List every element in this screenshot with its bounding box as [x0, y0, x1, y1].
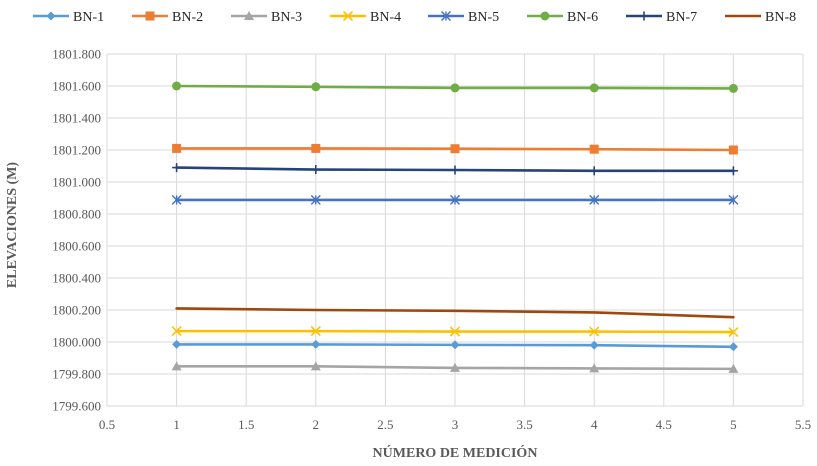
x-tick-label: 1.5 [238, 417, 254, 432]
legend-label-bn-7: BN-7 [666, 10, 697, 25]
legend-label-bn-8: BN-8 [765, 10, 796, 25]
legend-item-bn-7: BN-7 [626, 10, 697, 25]
y-tick-label: 1801.200 [52, 143, 101, 158]
data-point-bn-3 [450, 362, 460, 372]
x-tick-label: 4.5 [656, 417, 672, 432]
legend-label-bn-5: BN-5 [468, 10, 499, 25]
legend-marker-bn-5 [441, 11, 451, 21]
x-axis-ticks: 0.5 1 1.5 2 2.5 3 3.5 4 4.5 5 5.5 [99, 417, 811, 432]
y-tick-label: 1800.200 [52, 303, 101, 318]
legend-item-bn-2: BN-2 [132, 10, 203, 25]
series-bn-2 [172, 143, 738, 155]
data-point-bn-4 [589, 326, 600, 337]
data-point-bn-4 [449, 326, 461, 337]
data-point-bn-6 [450, 83, 460, 93]
legend-marker-bn-1 [46, 11, 56, 21]
legend-label-bn-1: BN-1 [73, 10, 104, 25]
legend-item-bn-6: BN-6 [527, 10, 598, 25]
data-point-bn-4 [728, 327, 739, 338]
legend-marker-bn-6 [540, 11, 550, 21]
data-point-bn-5 [310, 194, 321, 205]
legend-marker-bn-7 [639, 11, 649, 21]
y-tick-label: 1801.600 [52, 79, 101, 94]
legend-item-bn-8: BN-8 [725, 10, 796, 25]
data-point-bn-7 [589, 166, 599, 176]
data-point-bn-1 [311, 339, 321, 349]
x-tick-label: 5 [730, 417, 737, 432]
data-point-bn-1 [450, 340, 460, 350]
legend-item-bn-4: BN-4 [330, 10, 401, 25]
y-tick-label: 1800.000 [52, 335, 101, 350]
data-point-bn-1 [728, 342, 738, 352]
x-tick-label: 3.5 [516, 417, 532, 432]
series-bn-1 [172, 339, 738, 352]
y-axis-title: ELEVACIONES (M) [5, 162, 20, 288]
data-point-bn-5 [450, 194, 460, 205]
series-bn-6 [172, 81, 738, 93]
legend-label-bn-6: BN-6 [567, 10, 598, 25]
legend-marker-bn-3 [244, 11, 254, 20]
y-tick-label: 1800.600 [52, 239, 101, 254]
x-tick-label: 3 [452, 417, 459, 432]
legend-marker-bn-4 [342, 10, 354, 22]
data-point-bn-7 [450, 165, 460, 175]
x-tick-label: 5.5 [795, 417, 811, 432]
data-point-bn-1 [172, 339, 182, 349]
y-tick-label: 1799.600 [52, 399, 101, 414]
series-bn-5 [171, 194, 739, 205]
series-bn-4 [171, 326, 739, 338]
legend-item-bn-5: BN-5 [428, 10, 499, 25]
x-tick-label: 2.5 [377, 417, 393, 432]
data-point-bn-5 [171, 194, 182, 205]
data-point-bn-5 [589, 194, 600, 205]
x-tick-label: 2 [313, 417, 320, 432]
data-point-bn-7 [311, 165, 321, 175]
data-point-bn-3 [728, 363, 739, 373]
data-point-bn-2 [589, 144, 599, 154]
data-point-bn-2 [172, 143, 182, 153]
data-point-bn-2 [311, 143, 321, 153]
x-axis-title: NÚMERO DE MEDICIÓN [373, 444, 538, 461]
legend-label-bn-4: BN-4 [370, 10, 401, 25]
y-tick-label: 1801.800 [52, 47, 101, 62]
legend-label-bn-3: BN-3 [271, 10, 302, 25]
x-tick-label: 1 [173, 417, 180, 432]
data-point-bn-3 [310, 361, 321, 371]
x-tick-label: 0.5 [99, 417, 115, 432]
data-point-bn-4 [171, 326, 182, 337]
y-tick-label: 1801.400 [52, 111, 101, 126]
series-line-bn-8 [175, 307, 735, 319]
legend-marker-bn-2 [145, 11, 155, 21]
data-point-bn-7 [728, 166, 738, 176]
legend-label-bn-2: BN-2 [172, 10, 203, 25]
gridlines [106, 53, 804, 407]
series-bn-7 [172, 163, 738, 176]
series-group [171, 81, 739, 373]
data-point-bn-6 [172, 81, 182, 91]
data-point-bn-3 [589, 363, 600, 373]
y-tick-label: 1801.000 [52, 175, 101, 190]
data-point-bn-6 [728, 83, 738, 93]
data-point-bn-2 [450, 144, 460, 154]
legend-item-bn-1: BN-1 [33, 10, 104, 25]
data-point-bn-6 [589, 83, 599, 93]
data-point-bn-3 [171, 361, 182, 371]
series-bn-8 [175, 307, 735, 319]
x-tick-label: 4 [591, 417, 598, 432]
data-point-bn-6 [311, 82, 321, 92]
y-tick-label: 1800.400 [52, 271, 101, 286]
legend-item-bn-3: BN-3 [231, 10, 302, 25]
data-point-bn-2 [728, 145, 738, 155]
y-axis-ticks: 1799.600 1799.800 1800.000 1800.200 1800.400… [52, 47, 101, 414]
data-point-bn-4 [310, 326, 321, 337]
data-point-bn-7 [172, 163, 182, 173]
y-tick-label: 1799.800 [52, 367, 101, 382]
legend: BN-1 BN-2 BN-3 BN-4 BN-5 BN-6 BN-7 BN-8 [33, 10, 796, 25]
data-point-bn-1 [589, 340, 599, 350]
data-point-bn-5 [728, 194, 739, 205]
y-tick-label: 1800.800 [52, 207, 101, 222]
series-bn-3 [171, 361, 739, 373]
